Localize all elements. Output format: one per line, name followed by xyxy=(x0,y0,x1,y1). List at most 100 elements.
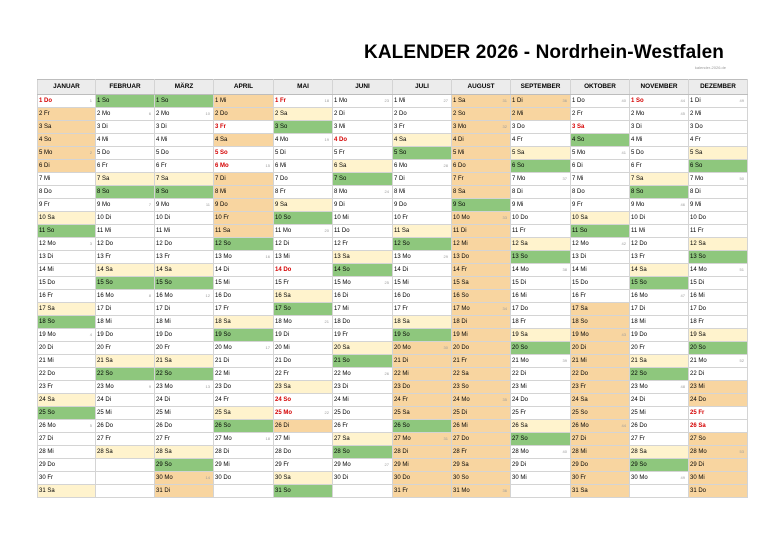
day-label: 29 Do xyxy=(572,462,589,468)
day-label: 21 Mi xyxy=(39,358,54,364)
day-label: 13 Sa xyxy=(334,254,350,260)
day-cell: 24 Fr xyxy=(213,393,274,407)
day-label: 27 So xyxy=(690,436,706,442)
day-cell: 6 Di xyxy=(570,159,630,173)
day-cell: 9 Mo 7 xyxy=(95,198,155,212)
day-cell: 2 Mi xyxy=(510,107,571,121)
calendar-table: JANUAR FEBRUAR MÄRZ APRIL MAI JUNI JULI AUGUST S… xyxy=(37,79,748,498)
day-label: 21 Di xyxy=(394,358,409,364)
day-cell: 2 Mi xyxy=(688,107,748,121)
day-label: 26 Do xyxy=(97,423,114,429)
day-label: 8 Sa xyxy=(453,189,466,195)
day-label: 11 Di xyxy=(453,228,467,234)
day-label: 26 Di xyxy=(275,423,290,429)
day-cell: 10 Do xyxy=(688,211,748,225)
month-header-row: JANUAR FEBRUAR MÄRZ APRIL MAI JUNI JULI AUGUST S… xyxy=(37,79,748,95)
day-cell: 28 Mo 40 xyxy=(510,445,571,459)
day-label: 17 Di xyxy=(156,306,171,312)
day-cell: 6 Fr xyxy=(629,159,689,173)
day-row: 11 So 11 Mi 11 Mi 11 Sa 11 Mo 20 11 Do 11 Sa 11 … xyxy=(37,224,748,238)
day-cell: 6 Do xyxy=(451,159,511,173)
day-cell xyxy=(213,484,274,498)
day-label: 18 Di xyxy=(453,319,468,325)
day-label: 25 So xyxy=(572,410,588,416)
day-label: 1 Do xyxy=(572,98,585,104)
day-cell: 13 Mo 29 xyxy=(392,250,452,264)
day-cell: 2 Fr xyxy=(37,107,96,121)
day-label: 22 Fr xyxy=(275,371,290,377)
day-cell: 4 Mi xyxy=(154,133,214,147)
day-cell: 9 Do xyxy=(213,198,274,212)
day-cell: 20 Fr xyxy=(629,341,689,355)
day-label: 30 Do xyxy=(215,475,232,481)
day-cell: 4 Fr xyxy=(688,133,748,147)
day-label: 3 Fr xyxy=(394,124,405,130)
day-label: 5 So xyxy=(394,150,407,156)
day-label: 26 Mi xyxy=(453,423,468,429)
day-cell: 11 Sa xyxy=(213,224,274,238)
day-cell xyxy=(510,484,571,498)
day-cell: 4 Mi xyxy=(629,133,689,147)
day-label: 1 Do xyxy=(39,98,53,104)
day-cell: 19 Mo 43 xyxy=(570,328,630,342)
day-label: 15 Mo xyxy=(334,280,351,286)
day-label: 26 Fr xyxy=(334,423,349,429)
day-label: 5 Mo xyxy=(39,150,53,156)
week-number: 9 xyxy=(148,384,151,389)
day-cell: 29 Di xyxy=(510,458,571,472)
day-label: 28 So xyxy=(334,449,350,455)
day-label: 10 So xyxy=(275,215,291,221)
day-label: 13 So xyxy=(512,254,528,260)
day-label: 23 Do xyxy=(215,384,232,390)
day-cell: 26 Mo 44 xyxy=(570,419,630,433)
day-cell: 24 So xyxy=(273,393,333,407)
day-label: 20 Do xyxy=(453,345,470,351)
day-label: 7 Di xyxy=(215,176,226,182)
week-number: 41 xyxy=(621,150,626,155)
day-cell: 22 Di xyxy=(688,367,748,381)
day-label: 3 Sa xyxy=(39,124,52,130)
month-header: JULI xyxy=(392,79,452,95)
week-number: 49 xyxy=(680,475,685,480)
day-label: 21 Mo xyxy=(690,358,707,364)
day-label: 20 Mo xyxy=(394,345,411,351)
day-cell: 12 Mo 3 xyxy=(37,237,96,251)
day-label: 23 Do xyxy=(394,384,411,390)
day-cell: 1 Di 36 xyxy=(510,94,571,108)
day-label: 3 Mi xyxy=(334,124,346,130)
day-label: 8 Fr xyxy=(275,189,286,195)
day-cell: 29 Mo 27 xyxy=(332,458,393,472)
day-cell: 22 Mi xyxy=(392,367,452,381)
day-cell: 18 Fr xyxy=(688,315,748,329)
day-label: 16 Mi xyxy=(512,293,527,299)
day-label: 31 Sa xyxy=(572,488,588,494)
day-cell: 28 Di xyxy=(213,445,274,459)
month-header: DEZEMBER xyxy=(688,79,748,95)
day-label: 2 Mo xyxy=(631,111,645,117)
day-cell: 1 So xyxy=(95,94,155,108)
day-label: 18 Sa xyxy=(215,319,231,325)
day-label: 24 Fr xyxy=(394,397,409,403)
day-label: 16 Sa xyxy=(275,293,291,299)
day-label: 26 Mo xyxy=(572,423,589,429)
day-cell: 13 Di xyxy=(37,250,96,264)
month-header: APRIL xyxy=(213,79,274,95)
day-cell: 3 Di xyxy=(154,120,214,134)
day-cell: 6 So xyxy=(510,159,571,173)
day-cell: 25 Fr xyxy=(688,406,748,420)
day-cell: 24 Sa xyxy=(37,393,96,407)
day-label: 3 Mo xyxy=(453,124,467,130)
day-label: 15 Do xyxy=(39,280,56,286)
week-number: 20 xyxy=(324,228,329,233)
day-label: 26 Do xyxy=(631,423,648,429)
day-cell: 21 Do xyxy=(273,354,333,368)
day-cell xyxy=(332,484,393,498)
day-label: 21 Sa xyxy=(156,358,172,364)
day-cell: 2 Mo 6 xyxy=(95,107,155,121)
day-label: 3 Di xyxy=(156,124,167,130)
day-label: 8 Mo xyxy=(334,189,348,195)
day-label: 21 Di xyxy=(215,358,230,364)
page-title: KALENDER 2026 - Nordrhein-Westfalen xyxy=(364,42,724,63)
day-label: 21 Fr xyxy=(453,358,468,364)
day-cell: 16 So xyxy=(451,289,511,303)
